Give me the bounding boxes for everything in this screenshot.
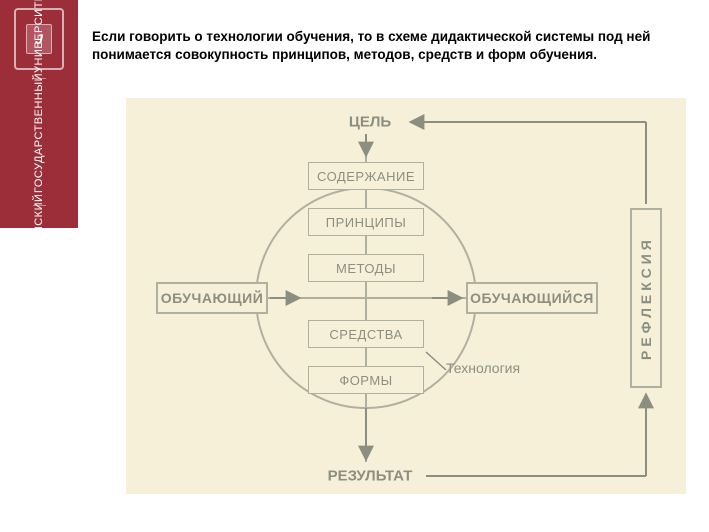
- goal-label: ЦЕЛЬ: [349, 114, 391, 131]
- sidebar: J ТИХООКЕАНСКИЙГОСУДАРСТВЕННЫЙУНИВЕРСИТЕ…: [0, 0, 78, 228]
- teacher-box: ОБУЧАЮЩИЙ: [156, 282, 268, 314]
- university-name: ТИХООКЕАНСКИЙГОСУДАРСТВЕННЫЙУНИВЕРСИТЕТ: [33, 78, 46, 206]
- reflection-box: РЕФЛЕКСИЯ: [630, 208, 662, 388]
- learner-box: ОБУЧАЮЩИЙСЯ: [466, 282, 598, 314]
- didactic-diagram: ЦЕЛЬ РЕЗУЛЬТАТ ОБУЧАЮЩИЙ ОБУЧАЮЩИЙСЯ РЕФ…: [126, 98, 686, 494]
- center-box-3: СРЕДСТВА: [308, 320, 424, 348]
- center-box-0: СОДЕРЖАНИЕ: [308, 162, 424, 190]
- technology-label: Технология: [446, 360, 520, 376]
- center-box-1: ПРИНЦИПЫ: [308, 208, 424, 236]
- intro-text: Если говорить о технологии обучения, то …: [92, 28, 699, 64]
- center-box-2: МЕТОДЫ: [308, 254, 424, 282]
- center-box-4: ФОРМЫ: [308, 366, 424, 394]
- result-label: РЕЗУЛЬТАТ: [328, 468, 413, 485]
